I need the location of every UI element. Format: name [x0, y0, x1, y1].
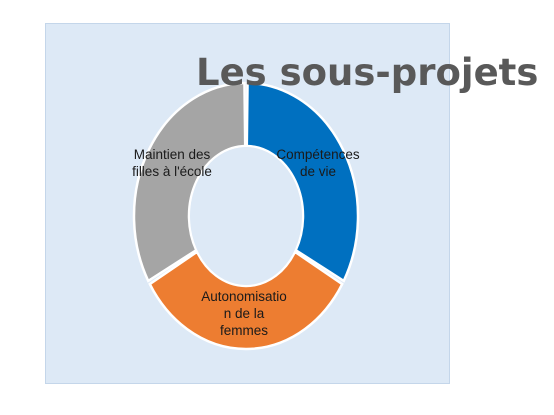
slice-label-2: Autonomisatio n de la femmes [201, 289, 287, 338]
slice-label-3: Maintien des filles à l'école [132, 147, 212, 179]
donut-hole [190, 147, 302, 285]
donut-slice-3 [132, 81, 247, 283]
donut-slice-1 [245, 81, 360, 283]
donut-slice-2 [148, 249, 344, 351]
slice-label-1: Compétences de vie [276, 147, 360, 179]
page-title: Les sous-projets [196, 51, 539, 94]
